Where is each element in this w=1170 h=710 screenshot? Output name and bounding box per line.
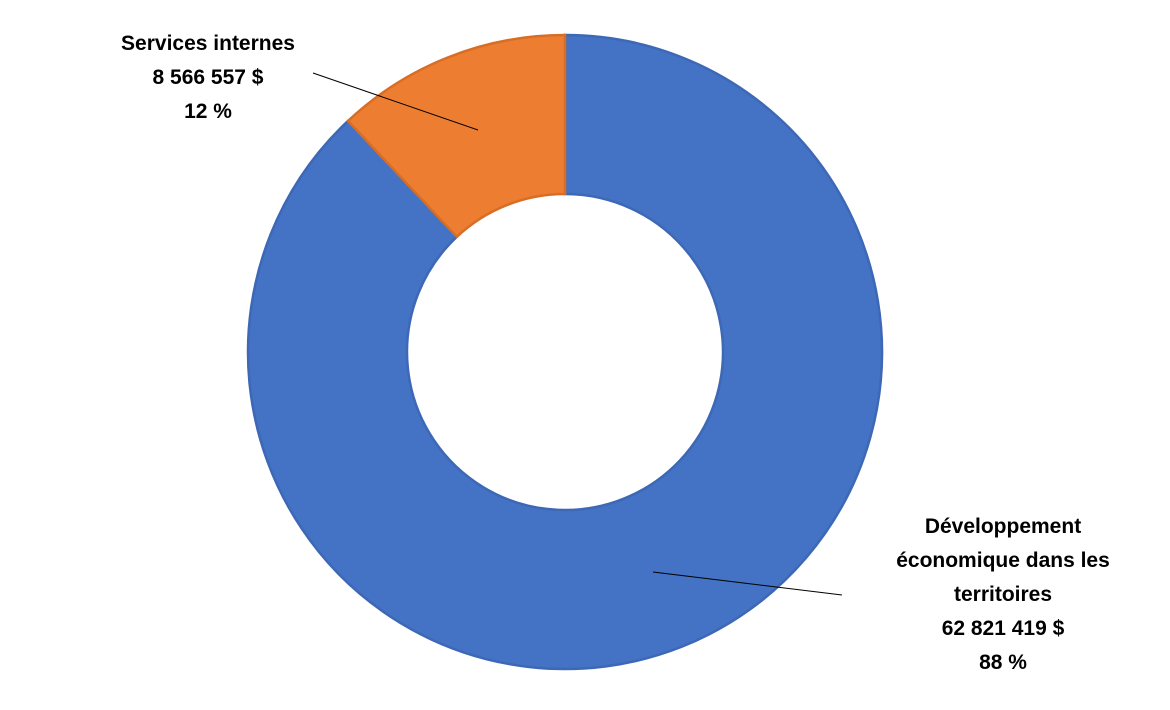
slice [346,33,567,239]
category-label: Développement économique dans les territ… [896,515,1110,606]
slice [246,33,884,671]
leader-line [652,571,843,596]
percentage-label: 12 % [184,100,232,123]
slices [246,33,884,671]
data-label: Développement économique dans les territ… [868,510,1138,680]
leader-line [312,72,479,131]
value-label: 8 566 557 $ [152,66,264,89]
value-label: 62 821 419 $ [941,617,1065,640]
category-label: Services internes [121,32,295,55]
data-label: Services internes 8 566 557 $ 12 % [88,27,328,129]
percentage-label: 88 % [979,651,1027,674]
